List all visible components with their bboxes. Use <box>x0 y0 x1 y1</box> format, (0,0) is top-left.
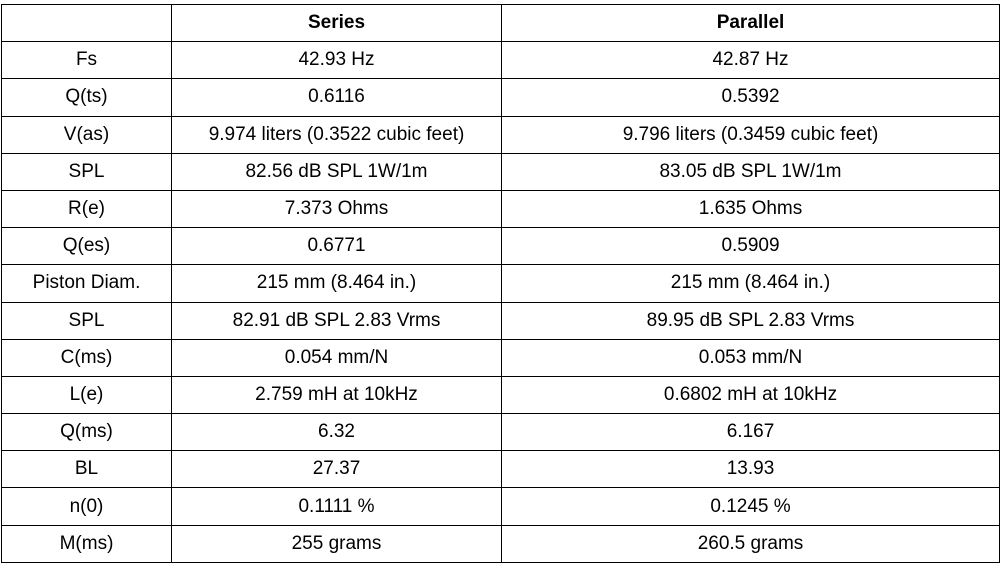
table-row: SPL 82.91 dB SPL 2.83 Vrms 89.95 dB SPL … <box>1 301 1000 340</box>
header-cell-param <box>1 3 172 43</box>
parallel-cell: 13.93 <box>501 450 1000 489</box>
parallel-cell: 83.05 dB SPL 1W/1m <box>501 152 1000 191</box>
series-cell: 7.373 Ohms <box>171 189 502 229</box>
table-row: R(e) 7.373 Ohms 1.635 Ohms <box>1 189 1000 229</box>
table-row: C(ms) 0.054 mm/N 0.053 mm/N <box>1 338 1000 377</box>
param-cell: n(0) <box>1 487 172 526</box>
table-row: Q(ms) 6.32 6.167 <box>1 413 1000 452</box>
param-cell: SPL <box>1 301 172 340</box>
header-row: Series Parallel <box>1 3 1000 43</box>
parallel-cell: 89.95 dB SPL 2.83 Vrms <box>501 301 1000 340</box>
parallel-cell: 0.6802 mH at 10kHz <box>501 375 1000 415</box>
series-cell: 82.91 dB SPL 2.83 Vrms <box>171 301 502 340</box>
table-row: Fs 42.93 Hz 42.87 Hz <box>1 41 1000 80</box>
param-cell: SPL <box>1 152 172 191</box>
series-cell: 2.759 mH at 10kHz <box>171 375 502 415</box>
param-cell: M(ms) <box>1 524 172 563</box>
table-row: Q(ts) 0.6116 0.5392 <box>1 78 1000 117</box>
series-cell: 0.054 mm/N <box>171 338 502 377</box>
parallel-cell: 1.635 Ohms <box>501 189 1000 229</box>
param-cell: R(e) <box>1 189 172 229</box>
series-cell: 215 mm (8.464 in.) <box>171 264 502 303</box>
param-cell: V(as) <box>1 115 172 154</box>
spec-table: Series Parallel Fs 42.93 Hz 42.87 Hz Q(t… <box>1 3 1000 563</box>
series-cell: 9.974 liters (0.3522 cubic feet) <box>171 115 502 154</box>
param-cell: Q(ms) <box>1 413 172 452</box>
table-row: V(as) 9.974 liters (0.3522 cubic feet) 9… <box>1 115 1000 154</box>
parallel-cell: 42.87 Hz <box>501 41 1000 80</box>
table-row: SPL 82.56 dB SPL 1W/1m 83.05 dB SPL 1W/1… <box>1 152 1000 191</box>
header-cell-parallel: Parallel <box>501 3 1000 43</box>
param-cell: Piston Diam. <box>1 264 172 303</box>
table-row: M(ms) 255 grams 260.5 grams <box>1 524 1000 563</box>
param-cell: C(ms) <box>1 338 172 377</box>
series-cell: 0.6116 <box>171 78 502 117</box>
table-row: L(e) 2.759 mH at 10kHz 0.6802 mH at 10kH… <box>1 375 1000 415</box>
parallel-cell: 9.796 liters (0.3459 cubic feet) <box>501 115 1000 154</box>
series-cell: 6.32 <box>171 413 502 452</box>
parallel-cell: 6.167 <box>501 413 1000 452</box>
parallel-cell: 0.5392 <box>501 78 1000 117</box>
series-cell: 42.93 Hz <box>171 41 502 80</box>
parallel-cell: 215 mm (8.464 in.) <box>501 264 1000 303</box>
param-cell: L(e) <box>1 375 172 415</box>
table-row: Q(es) 0.6771 0.5909 <box>1 227 1000 266</box>
series-cell: 0.1111 % <box>171 487 502 526</box>
series-cell: 27.37 <box>171 450 502 489</box>
series-cell: 255 grams <box>171 524 502 563</box>
param-cell: Fs <box>1 41 172 80</box>
param-cell: BL <box>1 450 172 489</box>
parallel-cell: 260.5 grams <box>501 524 1000 563</box>
param-cell: Q(es) <box>1 227 172 266</box>
table-row: Piston Diam. 215 mm (8.464 in.) 215 mm (… <box>1 264 1000 303</box>
table-row: n(0) 0.1111 % 0.1245 % <box>1 487 1000 526</box>
series-cell: 82.56 dB SPL 1W/1m <box>171 152 502 191</box>
series-cell: 0.6771 <box>171 227 502 266</box>
parallel-cell: 0.053 mm/N <box>501 338 1000 377</box>
header-cell-series: Series <box>171 3 502 43</box>
parallel-cell: 0.5909 <box>501 227 1000 266</box>
param-cell: Q(ts) <box>1 78 172 117</box>
table-row: BL 27.37 13.93 <box>1 450 1000 489</box>
parallel-cell: 0.1245 % <box>501 487 1000 526</box>
